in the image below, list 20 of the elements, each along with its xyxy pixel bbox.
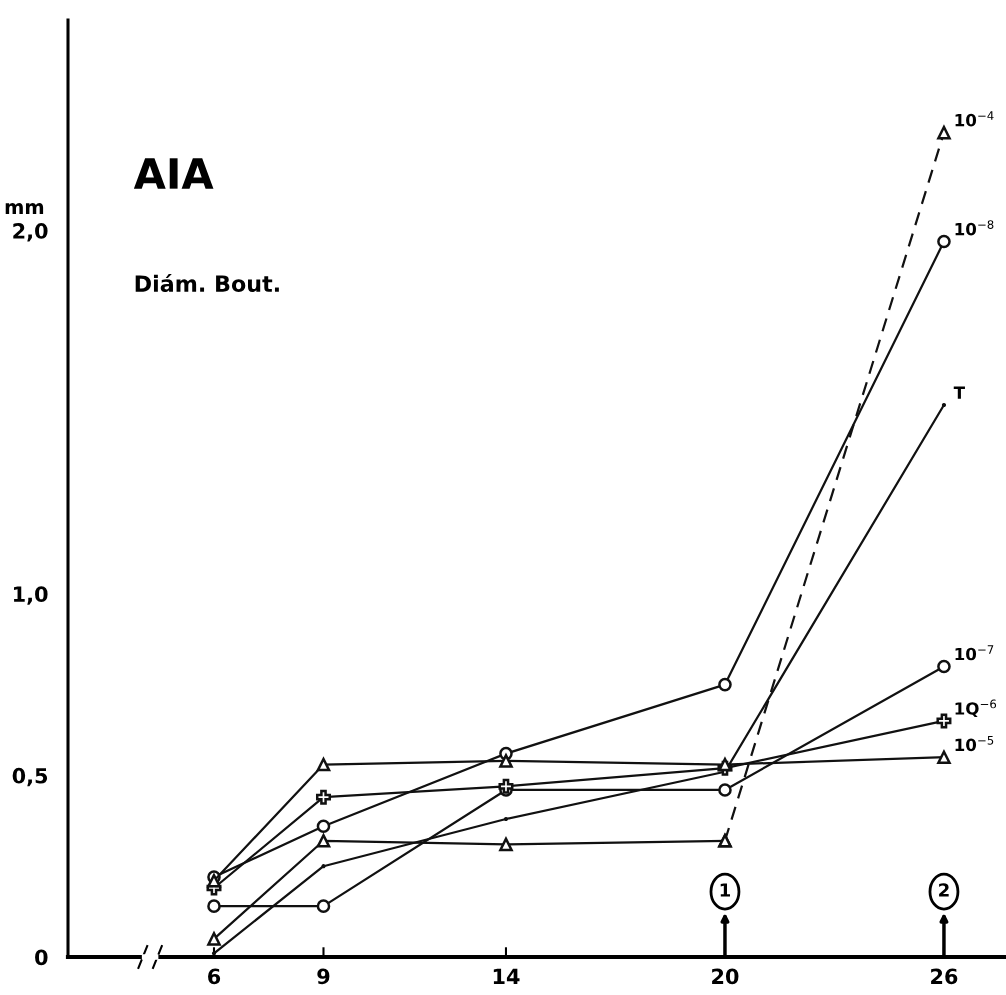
x-tick-label: 6 bbox=[208, 968, 221, 985]
y-tick-label: 2,0 bbox=[13, 223, 48, 242]
series-label: 10$^{−7}$ bbox=[955, 645, 994, 661]
annotation: 2 bbox=[939, 883, 949, 897]
text: AIA bbox=[133, 158, 214, 189]
x-tick-label: 26 bbox=[931, 968, 958, 985]
annotation: 1 bbox=[720, 883, 731, 897]
x-tick-label: 9 bbox=[317, 968, 330, 985]
series-label: 10$^{−5}$ bbox=[955, 736, 994, 752]
y-tick-label: 0,5 bbox=[12, 767, 48, 787]
series-label: 10$^{−4}$ bbox=[955, 111, 994, 127]
x-tick-label: 14 bbox=[493, 968, 520, 984]
x-tick-label: 20 bbox=[712, 968, 739, 985]
text: Diám. Bout. bbox=[135, 273, 279, 293]
series-label: 1Q$^{−6}$ bbox=[955, 699, 997, 717]
y-axis-title: mm bbox=[5, 203, 44, 214]
y-tick-label: 1,0 bbox=[14, 586, 48, 605]
y-tick-label: 0 bbox=[35, 949, 48, 966]
series-label: T bbox=[953, 386, 965, 399]
series-label: 10$^{−8}$ bbox=[955, 220, 994, 236]
